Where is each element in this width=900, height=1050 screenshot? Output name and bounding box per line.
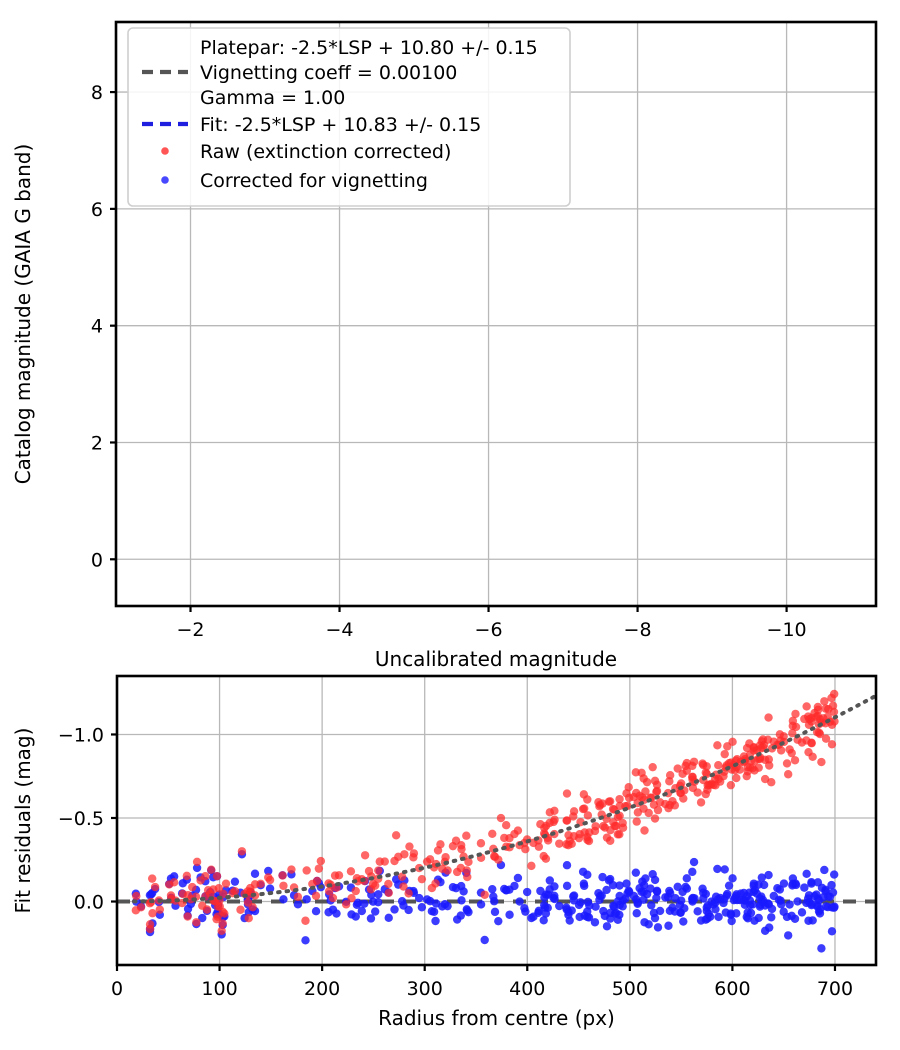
bottom-ytick-label: 0.0 bbox=[74, 892, 104, 914]
legend-box bbox=[127, 27, 571, 207]
top-xtick-label: −2 bbox=[177, 619, 205, 641]
legend-label: Gamma = 1.00 bbox=[200, 87, 345, 109]
bottom-axis-frame: 0 100 200 300 400 500 600 700 0.0 −0.5 −1.0 bbox=[58, 674, 878, 1000]
top-xtick-label: −6 bbox=[475, 619, 503, 641]
top-legend: Platepar: -2.5*LSP + 10.80 +/- 0.15 Vigne… bbox=[127, 27, 571, 207]
bottom-xtick-label: 200 bbox=[304, 978, 340, 1000]
legend-dot-4 bbox=[161, 147, 169, 155]
vignetting-curve bbox=[117, 694, 876, 904]
bottom-xtick-label: 100 bbox=[201, 978, 237, 1000]
bottom-xtick-label: 700 bbox=[817, 978, 853, 1000]
bottom-xtick-label: 300 bbox=[407, 978, 443, 1000]
bottom-xtick-label: 500 bbox=[612, 978, 648, 1000]
top-xaxis-label: Uncalibrated magnitude bbox=[375, 647, 617, 671]
legend-label: Platepar: -2.5*LSP + 10.80 +/- 0.15 bbox=[200, 37, 538, 59]
top-ytick-label: 2 bbox=[91, 432, 103, 454]
legend-label: Raw (extinction corrected) bbox=[200, 141, 451, 163]
top-ytick-label: 4 bbox=[91, 316, 103, 338]
bottom-xtick-label: 600 bbox=[714, 978, 750, 1000]
top-panel: −2 −4 −6 −8 −10 0 2 4 6 8 Uncalibrated magnitude Ca… bbox=[11, 20, 878, 671]
legend-dot-5 bbox=[161, 176, 169, 184]
top-xtick-label: −10 bbox=[767, 619, 807, 641]
top-xtick-label: −8 bbox=[624, 619, 652, 641]
legend-label: Vignetting coeff = 0.00100 bbox=[200, 62, 457, 84]
top-axis-frame: −2 −4 −6 −8 −10 0 2 4 6 8 bbox=[91, 20, 878, 641]
bottom-xtick-label: 0 bbox=[111, 978, 123, 1000]
top-ytick-label: 0 bbox=[91, 549, 103, 571]
legend-label: Corrected for vignetting bbox=[200, 170, 428, 192]
top-ytick-label: 6 bbox=[91, 199, 103, 221]
top-xtick-label: −4 bbox=[326, 619, 354, 641]
bottom-xtick-label: 400 bbox=[509, 978, 545, 1000]
bottom-yaxis-label: Fit residuals (mag) bbox=[11, 728, 35, 914]
legend-label: Fit: -2.5*LSP + 10.83 +/- 0.15 bbox=[200, 114, 481, 136]
bottom-ytick-label: −1.0 bbox=[58, 724, 104, 746]
top-yaxis-label: Catalog magnitude (GAIA G band) bbox=[11, 144, 35, 485]
bottom-xaxis-label: Radius from centre (px) bbox=[378, 1006, 615, 1030]
bottom-panel: 0 100 200 300 400 500 600 700 0.0 −0.5 −1.0 Radius … bbox=[11, 674, 878, 1030]
bottom-ytick-label: −0.5 bbox=[58, 808, 104, 830]
top-ytick-label: 8 bbox=[91, 82, 103, 104]
